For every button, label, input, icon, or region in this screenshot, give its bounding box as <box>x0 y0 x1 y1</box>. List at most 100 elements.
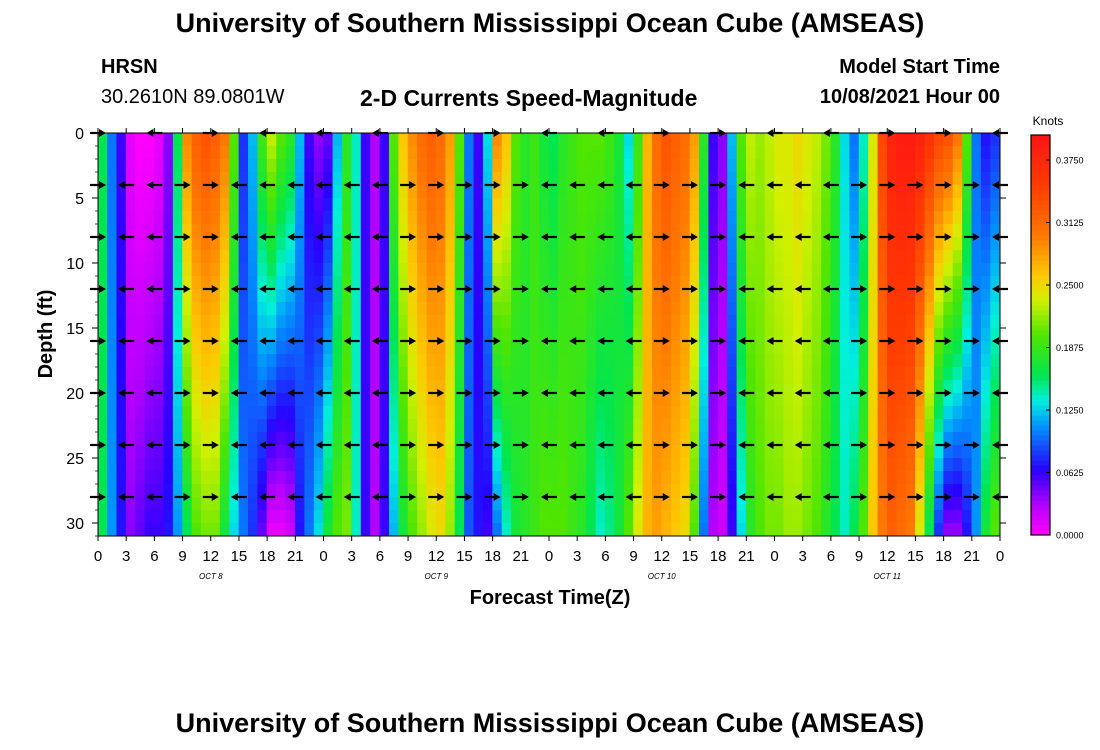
heatmap-cell <box>858 471 869 485</box>
heatmap-cell <box>97 380 108 394</box>
heatmap-cell <box>191 432 202 446</box>
colorbar-segment <box>1031 140 1050 146</box>
heatmap-cell <box>849 315 860 329</box>
heatmap-cell <box>633 432 644 446</box>
heatmap-cell <box>529 432 540 446</box>
heatmap-cell <box>257 406 268 420</box>
heatmap-cell <box>811 341 822 355</box>
heatmap-cell <box>614 484 625 498</box>
heatmap-cell <box>962 133 973 147</box>
heatmap-cell <box>341 263 352 277</box>
heatmap-cell <box>839 341 850 355</box>
heatmap-cell <box>285 198 296 212</box>
heatmap-cell <box>548 419 559 433</box>
heatmap-cell <box>276 484 287 498</box>
heatmap-cell <box>370 250 381 264</box>
current-arrow <box>174 233 191 241</box>
heatmap-cell <box>605 198 616 212</box>
heatmap-cell <box>943 133 954 147</box>
heatmap-cell <box>107 471 118 485</box>
heatmap-cell <box>163 328 174 342</box>
colorbar-segment <box>1031 425 1050 431</box>
heatmap-cell <box>830 458 841 472</box>
colorbar-segment <box>1031 500 1050 506</box>
heatmap-cell <box>482 172 493 186</box>
heatmap-cell <box>285 328 296 342</box>
heatmap-cell <box>182 263 193 277</box>
heatmap-cell <box>539 341 550 355</box>
heatmap-cell <box>586 250 597 264</box>
heatmap-cell <box>699 393 710 407</box>
colorbar-segment <box>1031 470 1050 476</box>
heatmap-cell <box>398 510 409 524</box>
heatmap-cell <box>548 315 559 329</box>
heatmap-cell <box>952 237 963 251</box>
heatmap-cell <box>379 263 390 277</box>
heatmap-cell <box>943 211 954 225</box>
heatmap-cell <box>933 146 944 160</box>
heatmap-cell <box>482 419 493 433</box>
heatmap-cell <box>182 510 193 524</box>
colorbar: 0.00000.06250.12500.18750.25000.31250.37… <box>1030 134 1084 541</box>
heatmap-cell <box>435 224 446 238</box>
heatmap-cell <box>717 458 728 472</box>
current-arrow <box>907 233 924 241</box>
heatmap-cell <box>868 432 879 446</box>
heatmap-cell <box>520 302 531 316</box>
heatmap-cell <box>144 289 155 303</box>
heatmap-cell <box>652 406 663 420</box>
heatmap-cell <box>858 302 869 316</box>
heatmap-cell <box>971 211 982 225</box>
heatmap-cell <box>924 276 935 290</box>
colorbar-segment <box>1031 360 1050 366</box>
current-arrow <box>230 493 247 501</box>
current-arrow <box>851 493 868 501</box>
heatmap-cell <box>830 510 841 524</box>
heatmap-cell <box>652 237 663 251</box>
heatmap-cell <box>699 458 710 472</box>
current-arrow <box>484 389 501 397</box>
heatmap-cell <box>755 276 766 290</box>
heatmap-cell <box>182 406 193 420</box>
colorbar-segment <box>1031 450 1050 456</box>
heatmap-cell <box>276 523 287 537</box>
heatmap-cell <box>614 159 625 173</box>
heatmap-cell <box>285 393 296 407</box>
heatmap-cell <box>154 263 165 277</box>
heatmap-cell <box>276 237 287 251</box>
heatmap-cell <box>924 354 935 368</box>
current-arrow <box>794 233 811 241</box>
heatmap-cell <box>464 471 475 485</box>
heatmap-cell <box>708 185 719 199</box>
heatmap-cell <box>388 211 399 225</box>
heatmap-cell <box>435 445 446 459</box>
heatmap-cell <box>116 419 127 433</box>
heatmap-cell <box>990 380 1001 394</box>
heatmap-cell <box>464 419 475 433</box>
heatmap-cell <box>764 172 775 186</box>
colorbar-segment <box>1031 150 1050 156</box>
heatmap-cell <box>426 341 437 355</box>
heatmap-cell <box>915 263 926 277</box>
heatmap-cell <box>229 224 240 238</box>
heatmap-cell <box>191 159 202 173</box>
heatmap-cell <box>736 341 747 355</box>
heatmap-cell <box>285 289 296 303</box>
heatmap-cell <box>379 393 390 407</box>
heatmap-cell <box>229 380 240 394</box>
heatmap-cell <box>379 185 390 199</box>
heatmap-cell <box>154 250 165 264</box>
heatmap-cell <box>586 341 597 355</box>
heatmap-cell <box>849 146 860 160</box>
heatmap-cell <box>924 484 935 498</box>
current-arrow <box>230 337 247 345</box>
heatmap-cell <box>943 263 954 277</box>
heatmap-cell <box>360 380 371 394</box>
heatmap-cell <box>201 497 212 511</box>
heatmap-cell <box>313 263 324 277</box>
heatmap-cell <box>642 445 653 459</box>
heatmap-cell <box>435 302 446 316</box>
heatmap-cell <box>107 211 118 225</box>
heatmap-cell <box>464 510 475 524</box>
heatmap-cell <box>567 185 578 199</box>
